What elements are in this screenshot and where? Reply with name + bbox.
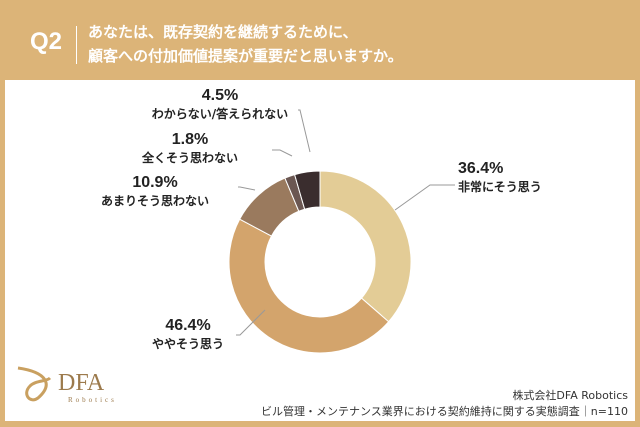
company-name: 株式会社DFA Robotics — [512, 389, 628, 402]
header: Q2 あなたは、既存契約を継続するために、顧客への付加価値提案が重要だと思います… — [0, 0, 640, 78]
label-slice-4: 4.5% わからない/答えられない — [151, 87, 289, 121]
svg-text:DFA: DFA — [58, 370, 105, 396]
survey-name: ビル管理・メンテナンス業界における契約維持に関する実態調査｜n=110 — [261, 405, 628, 418]
title-line-1: あなたは、既存契約を継続するために、 — [88, 23, 358, 41]
leader-line-2 — [238, 186, 256, 191]
question-title: あなたは、既存契約を継続するために、顧客への付加価値提案が重要だと思いますか。 — [88, 20, 403, 68]
divider — [76, 26, 77, 64]
leader-line-3 — [272, 149, 293, 157]
slice-4 — [293, 170, 321, 210]
label-slice-1: 46.4% ややそう思う — [152, 317, 225, 351]
leader-line-0 — [394, 184, 455, 211]
question-number: Q2 — [30, 28, 63, 55]
label-slice-0: 36.4% 非常にそう思う — [458, 160, 542, 194]
title-line-2: 顧客への付加価値提案が重要だと思いますか。 — [88, 47, 403, 65]
label-slice-2: 10.9% あまりそう思わない — [100, 174, 209, 208]
leader-line-1 — [236, 309, 266, 336]
footer-credit: 株式会社DFA Robotics ビル管理・メンテナンス業界における契約維持に関す… — [261, 388, 628, 420]
svg-text:Robotics: Robotics — [68, 396, 117, 404]
label-slice-3: 1.8% 全くそう思わない — [141, 131, 238, 165]
slice-1 — [228, 218, 390, 354]
chart-panel — [5, 80, 635, 421]
slice-0 — [319, 170, 412, 323]
leader-line-4 — [298, 109, 311, 153]
dfa-logo: DFA Robotics — [16, 364, 136, 408]
